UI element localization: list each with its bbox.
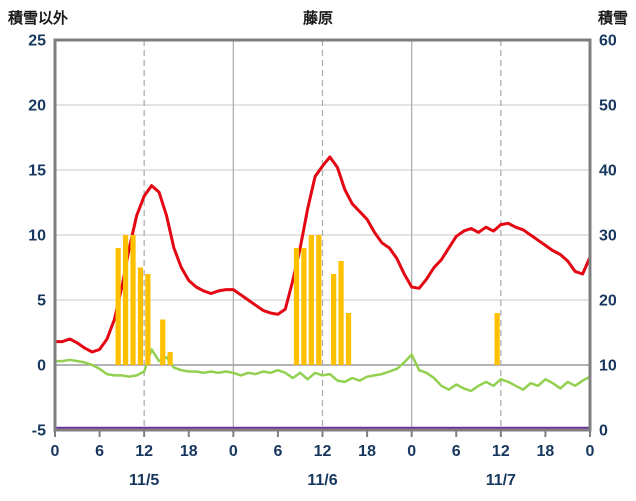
svg-text:0: 0 (586, 443, 595, 460)
svg-text:0: 0 (407, 443, 416, 460)
svg-text:20: 20 (599, 293, 617, 310)
svg-text:0: 0 (51, 443, 60, 460)
svg-text:30: 30 (599, 228, 617, 245)
svg-text:11/6: 11/6 (307, 472, 337, 489)
svg-text:0: 0 (37, 358, 46, 375)
svg-text:6: 6 (273, 443, 282, 460)
svg-text:18: 18 (180, 443, 198, 460)
svg-text:12: 12 (135, 443, 153, 460)
svg-text:20: 20 (28, 98, 46, 115)
svg-text:12: 12 (314, 443, 332, 460)
svg-text:25: 25 (28, 33, 46, 50)
svg-text:-5: -5 (32, 423, 46, 440)
svg-text:40: 40 (599, 163, 617, 180)
svg-text:10: 10 (28, 228, 46, 245)
chart-title: 藤原 (302, 10, 333, 27)
svg-text:0: 0 (229, 443, 238, 460)
svg-text:60: 60 (599, 33, 617, 50)
svg-text:10: 10 (599, 358, 617, 375)
right-axis-title: 積雪 (597, 10, 628, 27)
left-axis-title: 積雪以外 (8, 10, 69, 27)
svg-text:11/7: 11/7 (486, 472, 516, 489)
svg-text:6: 6 (452, 443, 461, 460)
svg-text:12: 12 (492, 443, 510, 460)
svg-text:18: 18 (537, 443, 555, 460)
svg-text:6: 6 (95, 443, 104, 460)
svg-text:11/5: 11/5 (129, 472, 159, 489)
svg-text:0: 0 (599, 423, 608, 440)
svg-text:18: 18 (358, 443, 376, 460)
svg-text:5: 5 (37, 293, 46, 310)
svg-text:15: 15 (28, 163, 46, 180)
svg-text:50: 50 (599, 98, 617, 115)
